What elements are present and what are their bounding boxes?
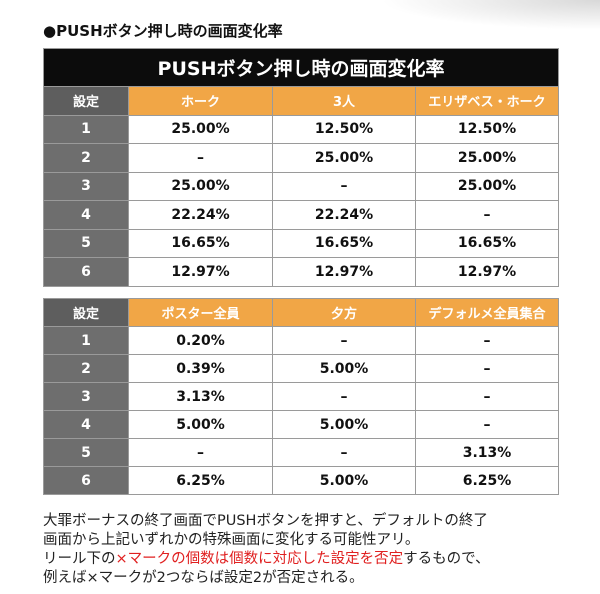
rate-cell: – <box>128 438 273 467</box>
rate-cell: 5.00% <box>128 410 273 439</box>
rate-cell: – <box>415 410 559 439</box>
table-title: PUSHボタン押し時の画面変化率 <box>42 48 560 87</box>
table-row: 6 12.97% 12.97% 12.97% <box>43 257 560 287</box>
rate-cell: 12.50% <box>414 114 560 144</box>
setting-cell: 2 <box>43 354 129 383</box>
column-header: ホーク <box>128 86 273 116</box>
column-header: ポスター全員 <box>128 298 273 327</box>
heading: ●PUSHボタン押し時の画面変化率 <box>43 22 283 40</box>
rate-cell: – <box>414 200 560 230</box>
setting-cell: 6 <box>43 257 129 287</box>
rate-cell: 25.00% <box>128 171 273 201</box>
setting-cell: 1 <box>43 114 129 144</box>
rate-cell: 25.00% <box>128 114 273 144</box>
column-header: 3人 <box>272 86 416 116</box>
table-row: 5– –3.13% <box>43 438 559 467</box>
rate-cell: 16.65% <box>414 228 560 258</box>
rate-cell: – <box>128 143 273 173</box>
note-text: リール下の <box>43 551 116 567</box>
column-header: エリザベス・ホーク <box>414 86 560 116</box>
setting-cell: 4 <box>43 410 129 439</box>
note-line: リール下の×マークの個数は個数に対応した設定を否定するもので、 <box>43 550 573 569</box>
note: 大罪ボーナスの終了画面でPUSHボタンを押すと、デフォルトの終了 画面から上記いず… <box>43 512 573 588</box>
setting-cell: 6 <box>43 466 129 495</box>
rate-cell: – <box>272 171 416 201</box>
column-header: 夕方 <box>272 298 416 327</box>
rate-cell: 16.65% <box>272 228 416 258</box>
rate-cell: 22.24% <box>272 200 416 230</box>
rate-table: PUSHボタン押し時の画面変化率 設定 ホーク 3人 エリザベス・ホーク 1 25.00% 1… <box>42 48 560 287</box>
rate-table: 設定 ポスター全員 夕方 デフォルメ全員集合 1 0.20% – –2 0.39% 5.00% –3… <box>43 298 559 495</box>
rate-cell: 3.13% <box>415 438 559 467</box>
note-text: ×マークの個数は個数に対応した設定を否定 <box>115 551 404 567</box>
note-text: 例えば×マークが2つならば設定2が否定される。 <box>43 570 364 586</box>
header-row: 設定 ホーク 3人 エリザベス・ホーク <box>43 86 560 116</box>
rate-cell: – <box>415 354 559 383</box>
table-row: 2–25.00% 25.00% <box>43 143 560 173</box>
rate-cell: 5.00% <box>272 410 416 439</box>
setting-cell: 5 <box>43 438 129 467</box>
table-row: 4 5.00% 5.00% – <box>43 410 559 439</box>
setting-cell: 3 <box>43 382 129 411</box>
column-header: 設定 <box>43 298 129 327</box>
table-row: 2 0.39% 5.00% – <box>43 354 559 383</box>
setting-cell: 2 <box>43 143 129 173</box>
table-row: 3 25.00% –25.00% <box>43 171 560 201</box>
rate-cell: 12.50% <box>272 114 416 144</box>
setting-cell: 4 <box>43 200 129 230</box>
rate-cell: 6.25% <box>128 466 273 495</box>
note-line: 例えば×マークが2つならば設定2が否定される。 <box>43 569 573 588</box>
rate-cell: 16.65% <box>128 228 273 258</box>
note-text: 大罪ボーナスの終了画面でPUSHボタンを押すと、デフォルトの終了 <box>43 513 488 529</box>
rate-cell: 3.13% <box>128 382 273 411</box>
rate-cell: 12.97% <box>414 257 560 287</box>
note-text: するもので、 <box>403 551 490 567</box>
corner-shade <box>380 0 600 30</box>
rate-cell: – <box>272 326 416 355</box>
rate-cell: 0.39% <box>128 354 273 383</box>
setting-cell: 1 <box>43 326 129 355</box>
title-row: PUSHボタン押し時の画面変化率 <box>42 48 560 87</box>
note-line: 画面から上記いずれかの特殊画面に変化する可能性アリ。 <box>43 531 573 550</box>
table-row: 5 16.65% 16.65% 16.65% <box>43 228 560 258</box>
header-row: 設定 ポスター全員 夕方 デフォルメ全員集合 <box>43 298 559 327</box>
table-row: 1 25.00% 12.50% 12.50% <box>43 114 560 144</box>
table-row: 4 22.24% 22.24% – <box>43 200 560 230</box>
rate-cell: 12.97% <box>128 257 273 287</box>
table-row: 1 0.20% – – <box>43 326 559 355</box>
table-row: 3 3.13% – – <box>43 382 559 411</box>
note-line: 大罪ボーナスの終了画面でPUSHボタンを押すと、デフォルトの終了 <box>43 512 573 531</box>
rate-cell: 25.00% <box>414 171 560 201</box>
rate-cell: 25.00% <box>272 143 416 173</box>
rate-cell: – <box>415 326 559 355</box>
column-header: 設定 <box>43 86 129 116</box>
rate-cell: 22.24% <box>128 200 273 230</box>
setting-cell: 5 <box>43 228 129 258</box>
rate-cell: 12.97% <box>272 257 416 287</box>
rate-cell: 5.00% <box>272 466 416 495</box>
table-row: 6 6.25% 5.00% 6.25% <box>43 466 559 495</box>
rate-cell: – <box>415 382 559 411</box>
rate-cell: 25.00% <box>414 143 560 173</box>
rate-cell: 6.25% <box>415 466 559 495</box>
rate-cell: – <box>272 438 416 467</box>
rate-cell: – <box>272 382 416 411</box>
rate-cell: 0.20% <box>128 326 273 355</box>
setting-cell: 3 <box>43 171 129 201</box>
note-text: 画面から上記いずれかの特殊画面に変化する可能性アリ。 <box>43 532 420 548</box>
column-header: デフォルメ全員集合 <box>415 298 559 327</box>
rate-cell: 5.00% <box>272 354 416 383</box>
